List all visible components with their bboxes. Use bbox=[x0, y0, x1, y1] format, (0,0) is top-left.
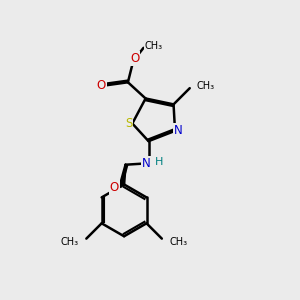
Text: N: N bbox=[142, 157, 151, 170]
Text: CH₃: CH₃ bbox=[145, 41, 163, 51]
Text: O: O bbox=[97, 79, 106, 92]
Text: S: S bbox=[125, 117, 133, 130]
Text: CH₃: CH₃ bbox=[61, 237, 79, 247]
Text: O: O bbox=[110, 181, 119, 194]
Text: H: H bbox=[154, 157, 163, 167]
Text: CH₃: CH₃ bbox=[169, 237, 187, 247]
Text: O: O bbox=[130, 52, 139, 65]
Text: CH₃: CH₃ bbox=[196, 81, 214, 91]
Text: N: N bbox=[174, 124, 183, 137]
